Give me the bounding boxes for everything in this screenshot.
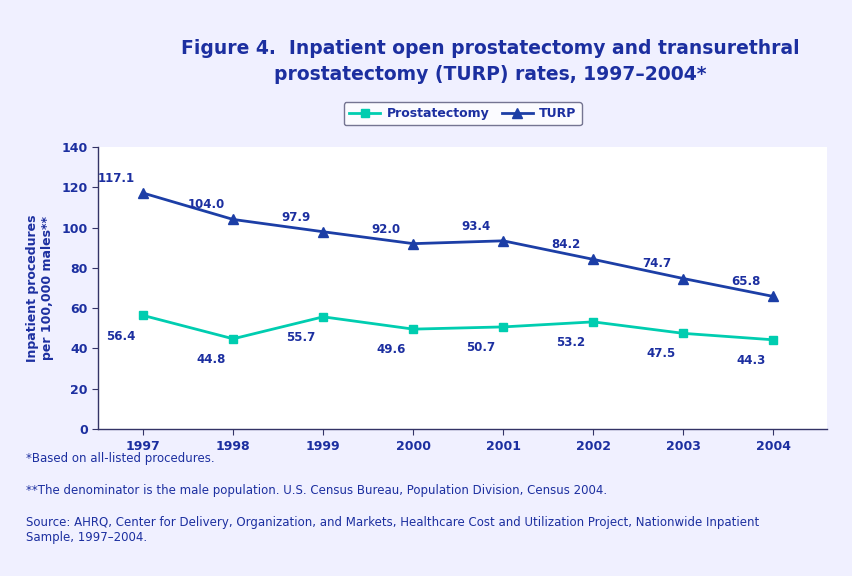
Text: 44.3: 44.3 (735, 354, 764, 367)
Text: 92.0: 92.0 (371, 222, 400, 236)
Text: 97.9: 97.9 (281, 211, 310, 223)
Text: Source: AHRQ, Center for Delivery, Organization, and Markets, Healthcare Cost an: Source: AHRQ, Center for Delivery, Organ… (26, 516, 758, 544)
Text: 117.1: 117.1 (97, 172, 135, 185)
Y-axis label: Inpatient procedures
per 100,000 males**: Inpatient procedures per 100,000 males** (26, 214, 55, 362)
Text: 55.7: 55.7 (285, 331, 315, 344)
Text: 65.8: 65.8 (731, 275, 760, 289)
Text: Figure 4.  Inpatient open prostatectomy and transurethral
prostatectomy (TURP) r: Figure 4. Inpatient open prostatectomy a… (181, 39, 799, 84)
Text: **The denominator is the male population. U.S. Census Bureau, Population Divisio: **The denominator is the male population… (26, 484, 606, 497)
Text: *Based on all-listed procedures.: *Based on all-listed procedures. (26, 452, 214, 465)
Text: 53.2: 53.2 (556, 336, 584, 349)
Text: 44.8: 44.8 (196, 353, 225, 366)
Text: 84.2: 84.2 (551, 238, 580, 251)
Text: 74.7: 74.7 (641, 257, 671, 271)
Text: 47.5: 47.5 (646, 347, 675, 361)
Legend: Prostatectomy, TURP: Prostatectomy, TURP (343, 103, 581, 126)
Text: 93.4: 93.4 (461, 220, 490, 233)
Text: 50.7: 50.7 (466, 341, 495, 354)
Text: 104.0: 104.0 (187, 198, 225, 211)
Text: 49.6: 49.6 (376, 343, 405, 356)
Text: 56.4: 56.4 (106, 329, 135, 343)
